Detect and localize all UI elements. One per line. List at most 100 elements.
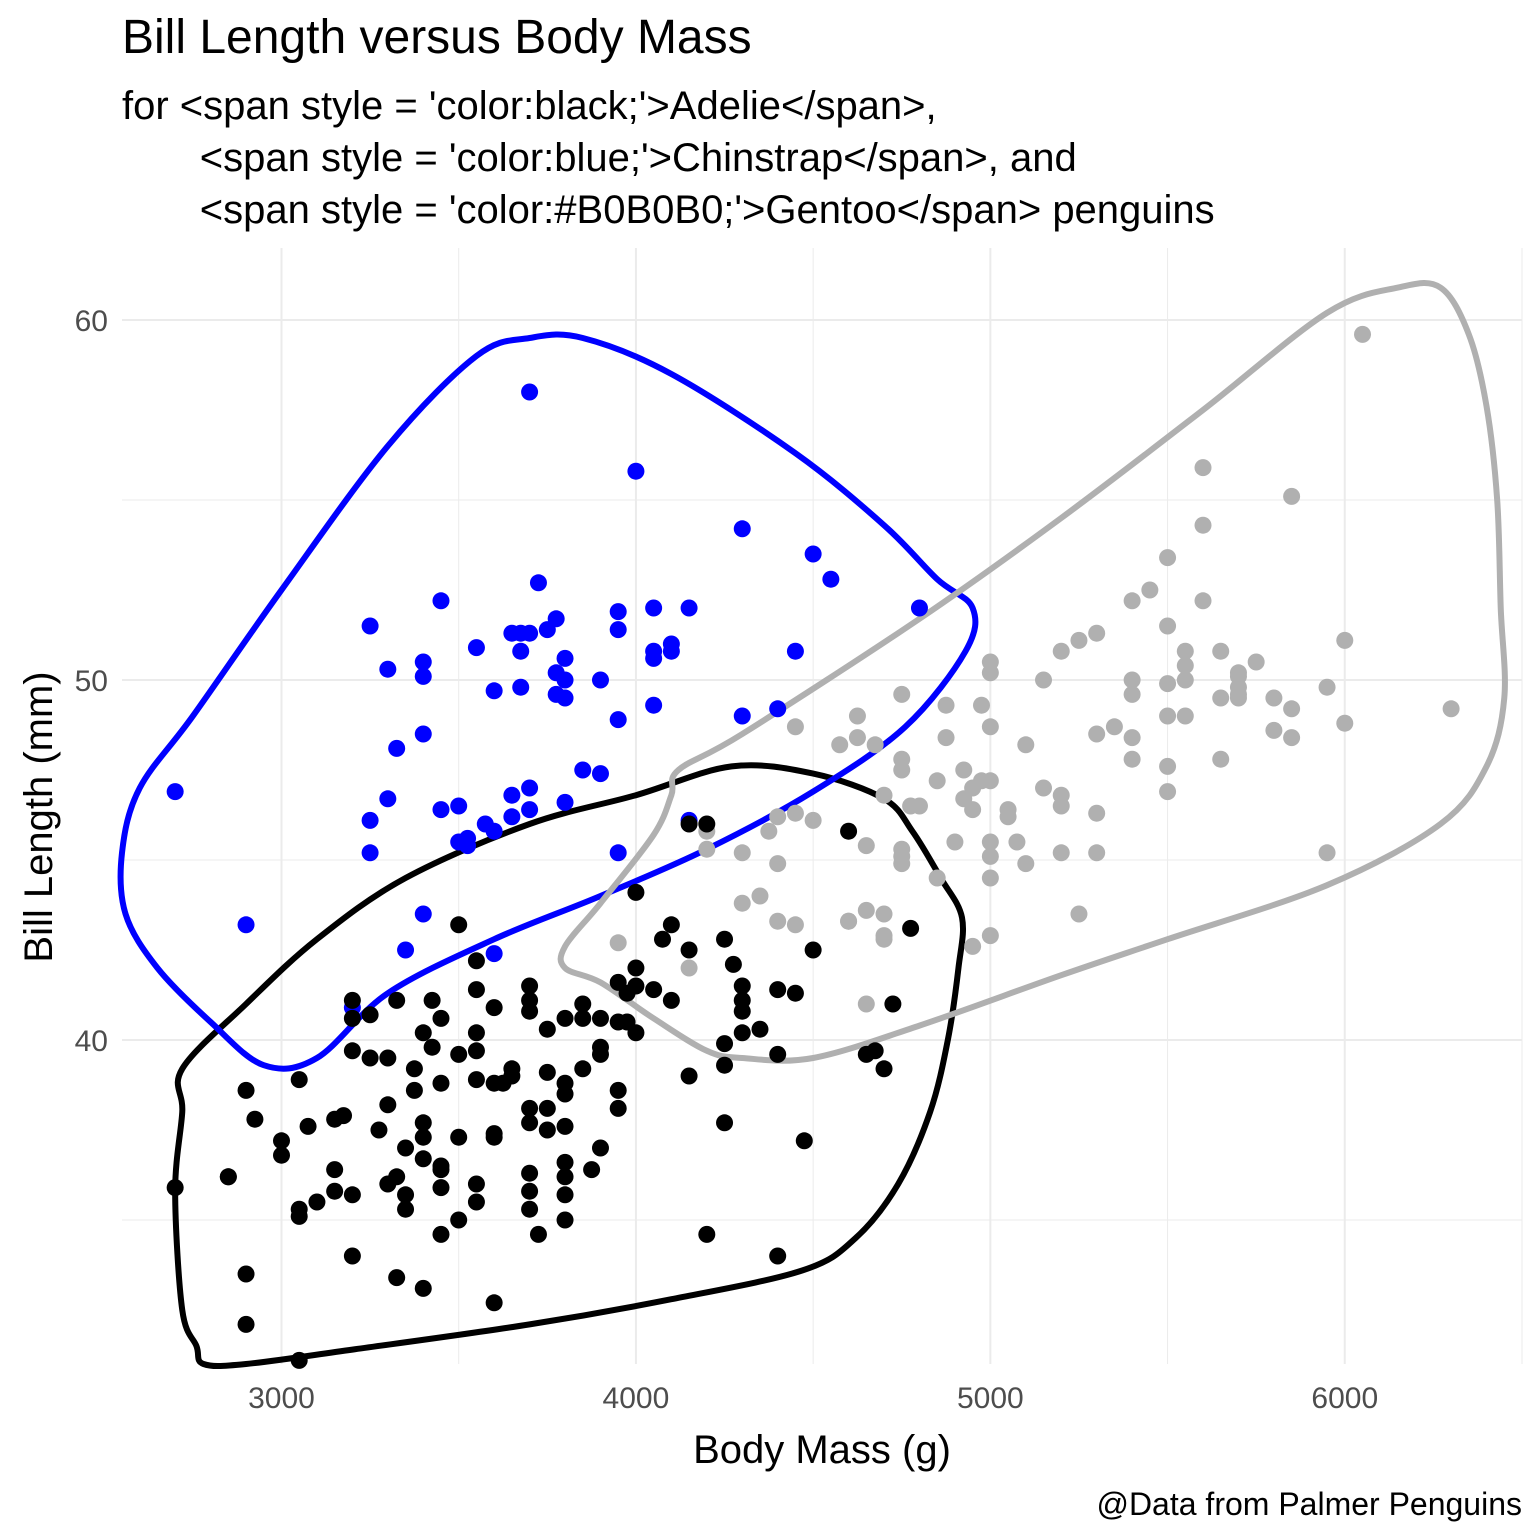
data-point bbox=[556, 1186, 574, 1204]
y-tick-label: 60 bbox=[75, 305, 108, 338]
data-point bbox=[591, 671, 609, 689]
data-point bbox=[556, 671, 574, 689]
data-point bbox=[503, 786, 521, 804]
data-point bbox=[343, 1042, 361, 1060]
data-point bbox=[556, 1168, 574, 1186]
data-point bbox=[290, 1200, 308, 1218]
data-point bbox=[521, 1182, 539, 1200]
data-point bbox=[1283, 487, 1301, 505]
data-point bbox=[405, 1081, 423, 1099]
data-point bbox=[680, 959, 698, 977]
data-point bbox=[343, 1009, 361, 1027]
data-point bbox=[432, 1157, 450, 1175]
data-point bbox=[981, 772, 999, 790]
data-point bbox=[521, 1099, 539, 1117]
data-point bbox=[609, 1099, 627, 1117]
data-point bbox=[1265, 721, 1283, 739]
data-point bbox=[574, 995, 592, 1013]
data-point bbox=[981, 718, 999, 736]
y-tick-label: 50 bbox=[75, 665, 108, 698]
data-point bbox=[556, 793, 574, 811]
data-point bbox=[928, 869, 946, 887]
data-point bbox=[857, 995, 875, 1013]
data-point bbox=[1070, 905, 1088, 923]
data-point bbox=[538, 1020, 556, 1038]
data-point bbox=[379, 790, 397, 808]
data-point bbox=[467, 1042, 485, 1060]
data-point bbox=[609, 603, 627, 621]
data-point bbox=[1035, 671, 1053, 689]
data-point bbox=[1123, 750, 1141, 768]
tick-labels: 3000 4000 5000 6000 40 50 60 bbox=[75, 305, 1379, 1415]
data-point bbox=[397, 941, 415, 959]
data-point bbox=[875, 905, 893, 923]
data-point bbox=[308, 1193, 326, 1211]
data-point bbox=[884, 995, 902, 1013]
data-source-caption: @Data from Palmer Penguins bbox=[1096, 1486, 1522, 1522]
data-point bbox=[574, 1009, 592, 1027]
data-point bbox=[574, 761, 592, 779]
data-point bbox=[361, 844, 379, 862]
data-point bbox=[166, 1179, 184, 1197]
data-point bbox=[760, 822, 778, 840]
data-point bbox=[432, 801, 450, 819]
data-point bbox=[751, 887, 769, 905]
data-point bbox=[716, 1056, 734, 1074]
data-point bbox=[556, 1009, 574, 1027]
data-point bbox=[937, 729, 955, 747]
hull-outline-1 bbox=[117, 331, 979, 1072]
data-point bbox=[450, 1045, 468, 1063]
data-point bbox=[1008, 833, 1026, 851]
data-point bbox=[627, 883, 645, 901]
data-point bbox=[414, 1128, 432, 1146]
data-point bbox=[680, 599, 698, 617]
data-point bbox=[556, 1153, 574, 1171]
data-point bbox=[467, 952, 485, 970]
data-point bbox=[786, 984, 804, 1002]
data-point bbox=[680, 815, 698, 833]
data-point bbox=[955, 761, 973, 779]
data-point bbox=[521, 779, 539, 797]
data-point bbox=[166, 783, 184, 801]
data-point bbox=[1229, 664, 1247, 682]
data-point bbox=[840, 912, 858, 930]
data-point bbox=[547, 610, 565, 628]
data-point bbox=[467, 1024, 485, 1042]
data-point bbox=[343, 1247, 361, 1265]
data-point bbox=[343, 1186, 361, 1204]
data-point bbox=[414, 725, 432, 743]
data-point bbox=[1318, 844, 1336, 862]
data-point bbox=[414, 905, 432, 923]
data-point bbox=[485, 1294, 503, 1312]
data-point bbox=[698, 815, 716, 833]
data-point bbox=[1194, 516, 1212, 534]
data-point bbox=[1052, 642, 1070, 660]
data-point bbox=[414, 1024, 432, 1042]
data-point bbox=[1159, 707, 1177, 725]
data-point bbox=[848, 729, 866, 747]
data-point bbox=[556, 1211, 574, 1229]
data-point bbox=[1212, 642, 1230, 660]
data-point bbox=[1247, 653, 1265, 671]
data-point bbox=[769, 912, 787, 930]
data-point bbox=[1052, 797, 1070, 815]
data-point bbox=[981, 869, 999, 887]
data-point bbox=[521, 1200, 539, 1218]
data-point bbox=[1283, 700, 1301, 718]
y-tick-label: 40 bbox=[75, 1025, 108, 1058]
data-point bbox=[866, 736, 884, 754]
data-point bbox=[432, 1009, 450, 1027]
data-point bbox=[414, 667, 432, 685]
data-point bbox=[574, 1060, 592, 1078]
data-point bbox=[237, 1315, 255, 1333]
data-point bbox=[521, 801, 539, 819]
data-point bbox=[467, 1071, 485, 1089]
data-point bbox=[237, 1081, 255, 1099]
data-point bbox=[450, 1128, 468, 1146]
data-point bbox=[1336, 631, 1354, 649]
data-point bbox=[769, 808, 787, 826]
data-point bbox=[432, 1225, 450, 1243]
data-point bbox=[733, 1002, 751, 1020]
data-point bbox=[857, 901, 875, 919]
y-axis-title: Bill Length (mm) bbox=[17, 671, 61, 962]
